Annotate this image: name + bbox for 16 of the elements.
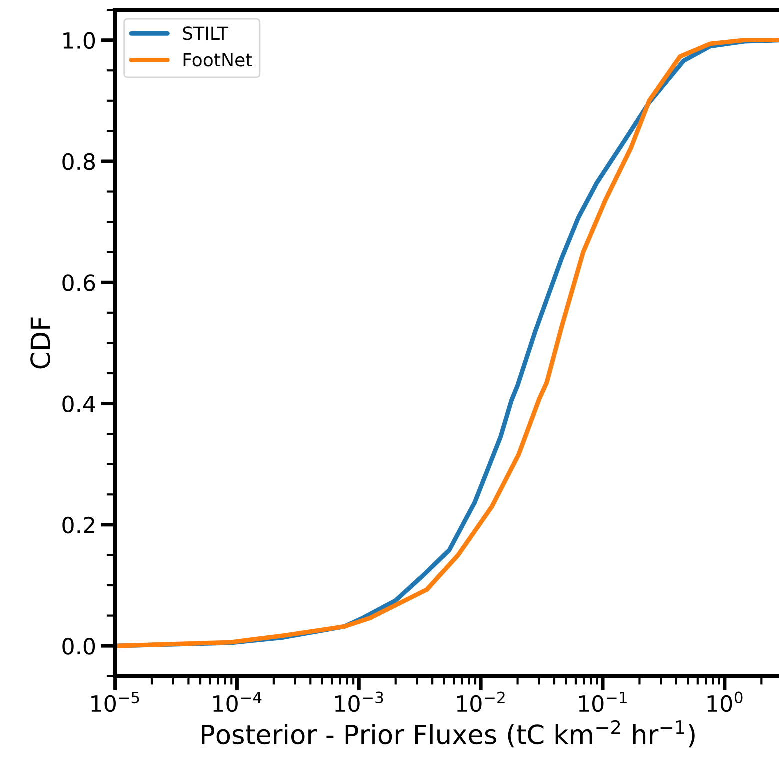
legend-label: FootNet bbox=[184, 53, 252, 67]
y-tick-label: 1.0 bbox=[64, 32, 96, 50]
y-tick-label: 0.8 bbox=[62, 153, 96, 170]
x-tick-label: 10$^{−1}$ bbox=[579, 692, 627, 712]
y-tick-label: 0.2 bbox=[62, 516, 94, 534]
x-tick-label: 10$^{−2}$ bbox=[457, 692, 505, 712]
legend-label: STILT bbox=[183, 26, 229, 40]
x-tick-label: 10$^{−4}$ bbox=[214, 692, 262, 712]
y-tick-label: 0.4 bbox=[62, 396, 96, 413]
y-axis-title: CDF bbox=[30, 318, 51, 369]
x-tick-label: 10$^{−3}$ bbox=[335, 692, 384, 712]
x-tick-label: 10$^{0}$ bbox=[708, 692, 743, 712]
x-tick-label: 10$^{−5}$ bbox=[92, 692, 140, 712]
y-tick-label: 0.6 bbox=[62, 274, 96, 292]
x-axis-title: Posterior - Prior Fluxes (tC km$^{−2}$ hr$^{−1}$) bbox=[202, 720, 695, 748]
y-tick-label: 0.0 bbox=[62, 638, 96, 655]
